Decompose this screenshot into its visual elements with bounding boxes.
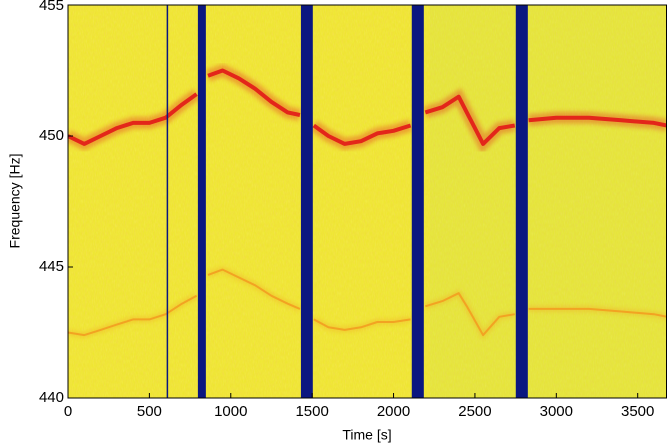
y-axis-label: Frequency [Hz]: [7, 154, 23, 249]
data-gap: [515, 5, 528, 398]
tint: [430, 5, 667, 398]
x-tick-label: 0: [64, 403, 72, 420]
y-tick-label: 450: [39, 127, 64, 144]
y-tick-label: 445: [39, 258, 64, 275]
y-tick-label: 440: [39, 389, 64, 406]
data-gap: [197, 5, 206, 398]
data-gap: [411, 5, 424, 398]
x-tick-label: 1500: [295, 403, 328, 420]
data-gap: [166, 5, 169, 398]
data-gap: [300, 5, 313, 398]
ridge-line: [68, 68, 667, 146]
x-tick-label: 3000: [540, 403, 573, 420]
x-tick-label: 3500: [621, 403, 654, 420]
x-tick-label: 2500: [458, 403, 491, 420]
x-axis-label: Time [s]: [342, 427, 391, 443]
plot-area: [68, 5, 667, 398]
ridge-line: [68, 268, 667, 337]
y-tick-label: 455: [39, 0, 64, 14]
x-tick-label: 2000: [377, 403, 410, 420]
x-tick-label: 500: [137, 403, 162, 420]
x-tick-label: 1000: [214, 403, 247, 420]
